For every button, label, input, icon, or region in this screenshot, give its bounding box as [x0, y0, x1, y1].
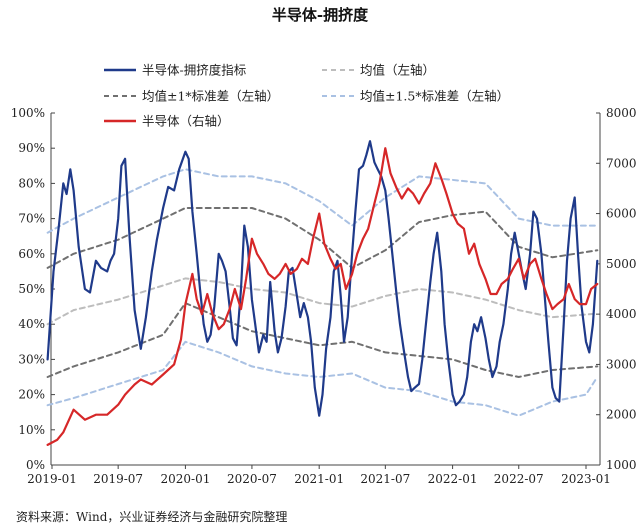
y-right-tick-label: 8000: [606, 106, 637, 120]
y-right-tick-label: 1000: [606, 458, 637, 472]
y-left-tick-label: 10%: [18, 423, 45, 437]
y-right-tick-label: 2000: [606, 408, 637, 422]
y-right-tick-label: 5000: [606, 257, 637, 271]
chart-legend: 半导体-拥挤度指标 均值（左轴） 均值±1*标准差（左轴） 均值±1.5*标准差（左轴…: [104, 63, 509, 129]
y-right-tick-label: 3000: [606, 357, 637, 371]
source-note: 资料来源：Wind，兴业证券经济与金融研究院整理: [16, 510, 288, 524]
series-line-4: [46, 147, 599, 446]
y-left-tick-label: 50%: [18, 282, 45, 296]
chart-axes: 0% 10% 20% 30% 40% 50% 60% 70% 80% 90% 100% 1000 200…: [11, 106, 637, 486]
x-tick-label: 2022-01: [428, 472, 478, 486]
x-tick-label: 2020-07: [227, 472, 277, 486]
y-left-tick-label: 0%: [26, 458, 45, 472]
chart-title: 半导体-拥挤度: [271, 6, 369, 24]
x-tick-label: 2019-01: [27, 472, 77, 486]
legend-label-2: 均值±1*标准差（左轴）: [142, 89, 279, 104]
series-line-0: [46, 140, 599, 417]
y-left-tick-label: 90%: [18, 141, 45, 155]
y-right-tick-label: 6000: [606, 207, 637, 221]
series-line-3: [46, 168, 599, 417]
legend-label-4: 半导体（右轴）: [142, 114, 230, 129]
series-line-1: [46, 277, 599, 326]
y-left-tick-label: 30%: [18, 352, 45, 366]
x-tick-label: 2021-01: [294, 472, 344, 486]
y-left-tick-label: 100%: [11, 106, 45, 120]
y-right-tick-label: 7000: [606, 156, 637, 170]
x-tick-label: 2020-01: [160, 472, 210, 486]
chart-series-layer: [46, 140, 599, 446]
y-right-tick-label: 4000: [606, 307, 637, 321]
y-left-tick-label: 60%: [18, 247, 45, 261]
y-left-tick-label: 70%: [18, 212, 45, 226]
legend-label-1: 均值（左轴）: [360, 63, 435, 78]
x-tick-label: 2023-01: [561, 472, 611, 486]
x-tick-label: 2022-07: [494, 472, 544, 486]
y-left-tick-label: 20%: [18, 388, 45, 402]
legend-label-3: 均值±1.5*标准差（左轴）: [360, 89, 509, 104]
legend-label-0: 半导体-拥挤度指标: [142, 63, 246, 78]
x-tick-label: 2021-07: [360, 472, 410, 486]
series-line-2: [46, 207, 599, 378]
x-tick-label: 2019-07: [93, 472, 143, 486]
y-left-tick-label: 40%: [18, 317, 45, 331]
y-left-tick-label: 80%: [18, 176, 45, 190]
